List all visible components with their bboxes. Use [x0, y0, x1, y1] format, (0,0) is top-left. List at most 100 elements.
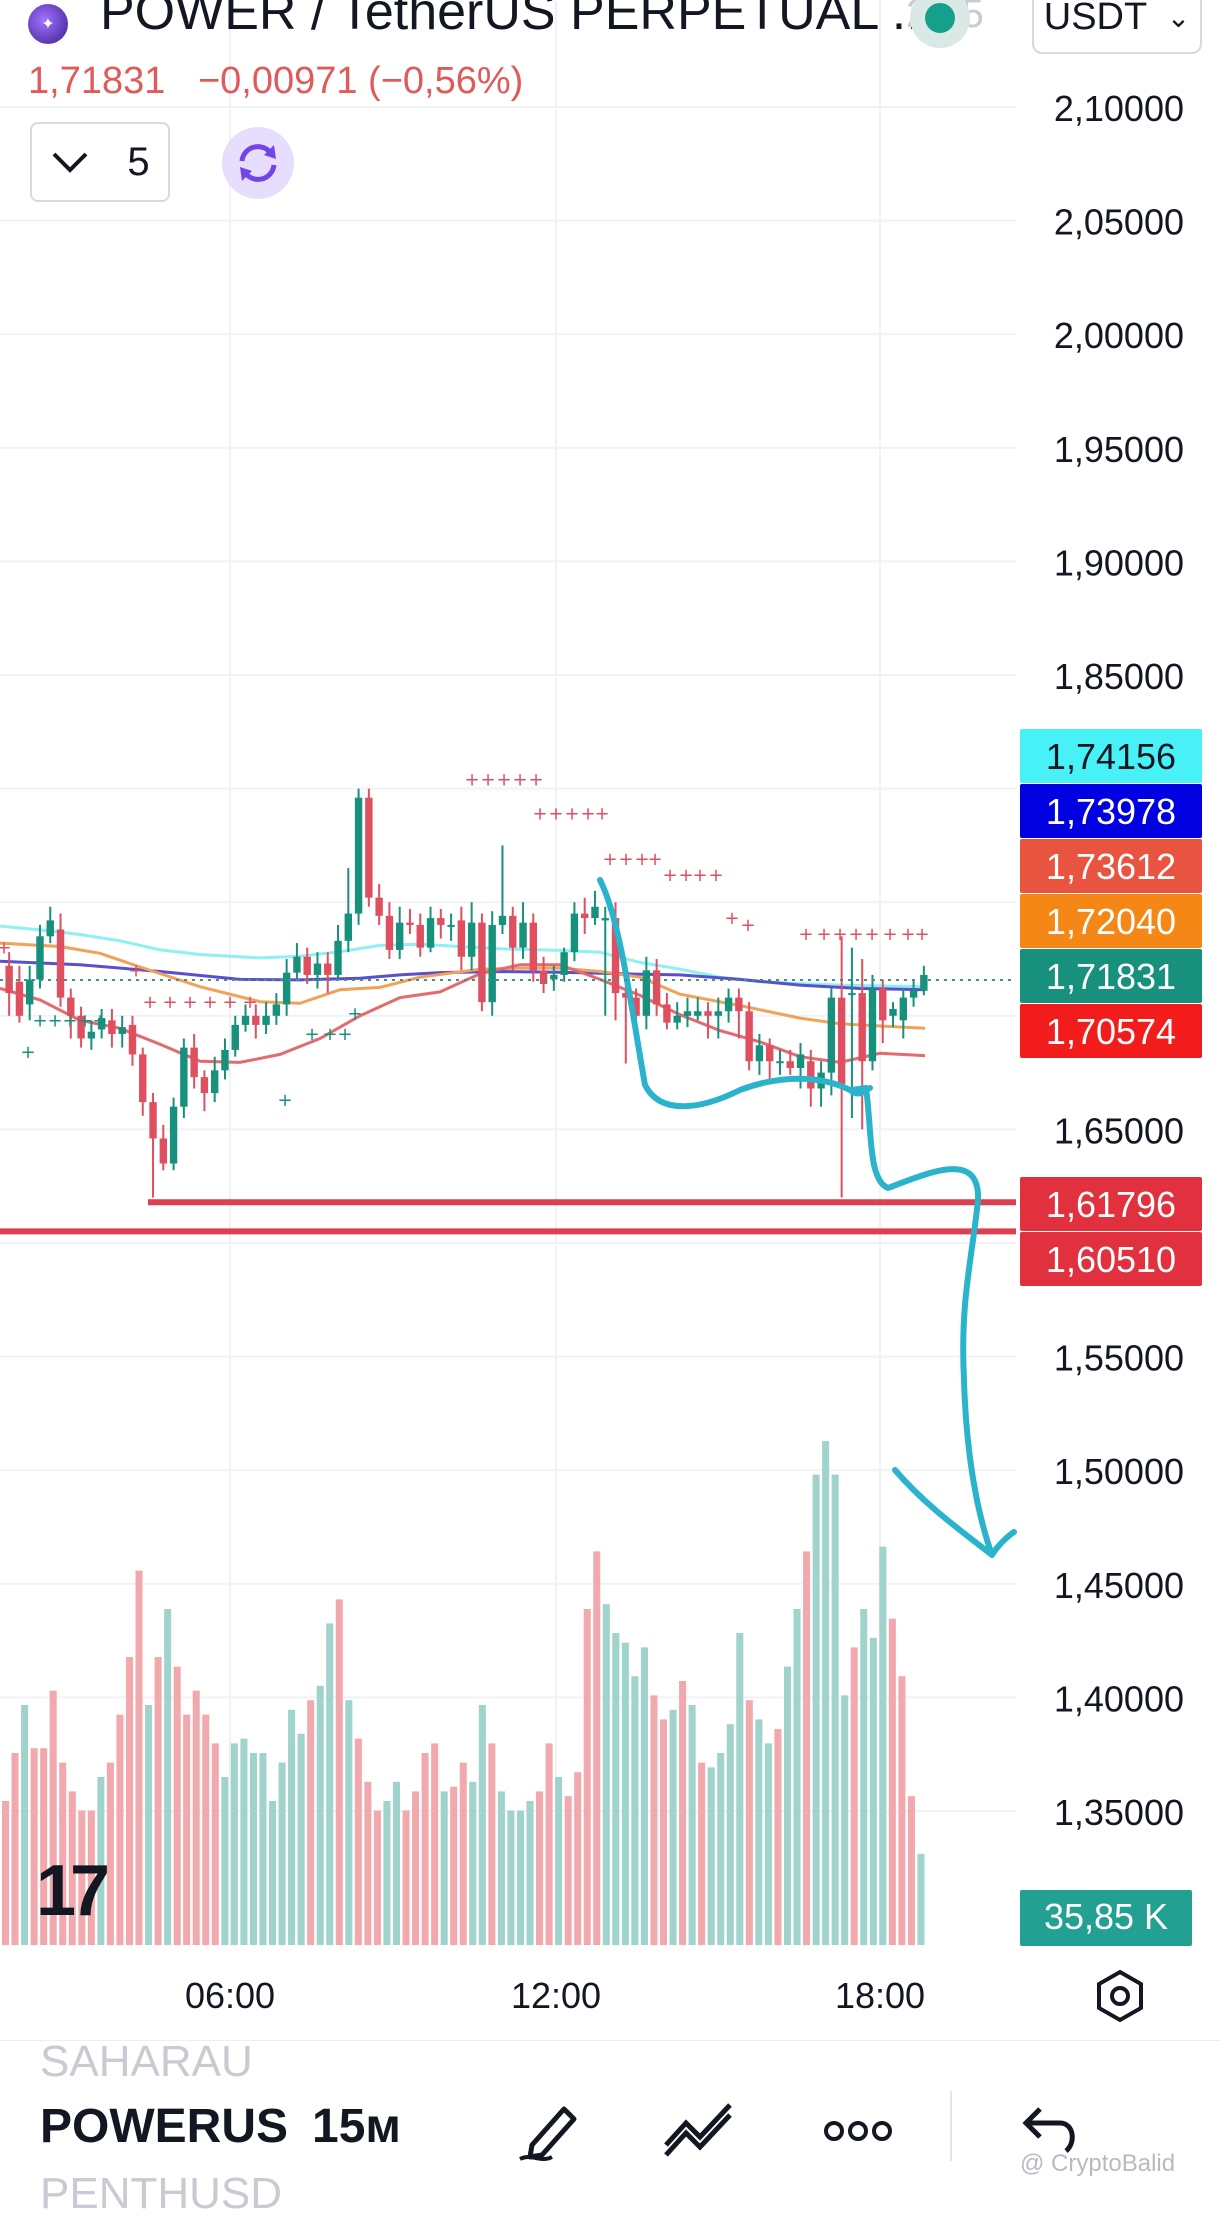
- trend-line-icon[interactable]: [660, 2093, 740, 2163]
- volume-bar: [841, 1695, 849, 1945]
- volume-bar: [2, 1801, 10, 1945]
- time-axis[interactable]: 06:00 12:00 18:00: [185, 1975, 925, 2016]
- candle-body: [580, 913, 589, 919]
- volume-bar: [392, 1781, 401, 1945]
- candle-body: [601, 918, 609, 921]
- timeframe-button[interactable]: 15м: [312, 2100, 401, 2153]
- candle-body: [149, 1102, 157, 1139]
- volume-bar: [860, 1609, 868, 1945]
- sar-dot: +: [662, 865, 677, 886]
- volume-bar: [192, 1690, 200, 1945]
- sar-dot: +: [92, 1010, 107, 1031]
- candle-body: [622, 993, 630, 998]
- sar-dot: +: [162, 992, 177, 1013]
- candle-body: [776, 1061, 784, 1064]
- volume-bar: [717, 1753, 725, 1945]
- sar-dot: +: [128, 960, 143, 981]
- candle-body: [139, 1054, 147, 1103]
- volume-bar: [278, 1762, 286, 1945]
- sar-dot: +: [708, 865, 723, 886]
- symbol-button[interactable]: POWERUS: [40, 2100, 289, 2153]
- candle-body: [889, 1008, 897, 1016]
- sar-dot: +: [496, 770, 511, 791]
- price-axis-tick: 2,10000: [1054, 88, 1184, 129]
- volume-bar: [555, 1777, 563, 1945]
- horizontal-levels: [0, 1199, 1016, 1235]
- volume-bar: [30, 1748, 38, 1945]
- volume-bar: [40, 1748, 48, 1945]
- candle-body: [395, 922, 404, 950]
- volume-bar: [888, 1618, 896, 1945]
- candle-body: [755, 1045, 764, 1062]
- sar-dot: +: [882, 924, 897, 945]
- volume-bar: [421, 1753, 429, 1945]
- price-axis[interactable]: 2,10000 2,05000 2,00000 1,95000 1,90000 1,850…: [1020, 88, 1202, 1946]
- candle-body: [416, 924, 424, 948]
- sar-dot: +: [647, 849, 662, 870]
- candle-body: [97, 1018, 106, 1030]
- indicator-count: 5: [127, 139, 150, 184]
- candle-body: [87, 1031, 96, 1039]
- volume-bar: [621, 1642, 629, 1945]
- chevron-down-icon: [53, 152, 88, 173]
- volume-bar: [307, 1700, 315, 1945]
- chevron-down-icon: ⌄: [1166, 1, 1191, 33]
- volume-bar: [831, 1474, 839, 1945]
- price-change: −0,00971 (−0,56%): [197, 60, 524, 102]
- candle-body: [385, 915, 394, 950]
- volume-bar: [755, 1719, 763, 1945]
- volume-bar: [497, 1791, 505, 1945]
- volume-bar: [602, 1604, 610, 1945]
- refresh-button[interactable]: [222, 127, 294, 199]
- symbol-title[interactable]: POWER / TetherUS PERPETUAL ...: [100, 0, 936, 41]
- candle-body: [303, 956, 311, 975]
- volume-bar: [507, 1810, 515, 1945]
- drawn-arrow-down[interactable]: [849, 1085, 1017, 1558]
- candle-body: [467, 922, 476, 957]
- more-options-icon[interactable]: [818, 2093, 898, 2163]
- candle-body: [77, 1015, 85, 1039]
- price-chart[interactable]: +++ + + + + +++ + + + +++ + +++ + + + ++ + + +++ + +++ ++ ++ + +…: [0, 0, 1220, 2040]
- candle-body: [190, 1047, 198, 1078]
- pencil-draw-icon[interactable]: [512, 2093, 592, 2163]
- volume-bar: [297, 1733, 305, 1945]
- currency-select[interactable]: USDT ⌄: [1032, 0, 1202, 54]
- candle-body: [899, 997, 908, 1021]
- price-axis-tick: 1,45000: [1054, 1565, 1184, 1606]
- price-label-value: 1,70574: [1046, 1011, 1176, 1052]
- price-label-value: 1,72040: [1046, 901, 1176, 942]
- volume-bar: [412, 1791, 420, 1945]
- sar-dot: +: [900, 924, 915, 945]
- volume-bar: [230, 1743, 238, 1945]
- indicator-collapse-button[interactable]: 5: [30, 122, 170, 202]
- price-label-value: 1,73612: [1046, 846, 1176, 887]
- settings-hexagon-icon[interactable]: [1092, 1968, 1148, 2024]
- currency-value: USDT: [1043, 0, 1148, 38]
- candle-body: [591, 906, 599, 919]
- sar-dot: +: [548, 804, 563, 825]
- volume-bar: [21, 1705, 29, 1945]
- volume-bar: [907, 1796, 915, 1945]
- candle-body: [837, 997, 846, 1084]
- volume-bar: [373, 1810, 381, 1945]
- candle-body: [529, 922, 538, 971]
- undo-icon[interactable]: [1008, 2093, 1088, 2163]
- sar-dot: +: [798, 924, 813, 945]
- price-axis-tick: 1,95000: [1054, 429, 1184, 470]
- sar-dot: +: [77, 1010, 92, 1031]
- time-axis-tick: 06:00: [185, 1975, 275, 2016]
- candle-body: [765, 1045, 774, 1062]
- candle-body: [241, 1015, 250, 1025]
- volume-bar: [106, 1762, 114, 1945]
- candle-body: [272, 1004, 281, 1016]
- candle-body: [36, 936, 44, 980]
- market-status-icon[interactable]: [910, 0, 970, 48]
- price-axis-tick: 1,50000: [1054, 1451, 1184, 1492]
- volume-bar: [803, 1551, 811, 1945]
- toolbar-divider: [950, 2091, 952, 2161]
- sar-dot: +: [0, 938, 12, 959]
- candle-body: [344, 913, 353, 941]
- candle-body: [375, 897, 383, 916]
- candle-body: [560, 952, 568, 975]
- candle-body: [169, 1106, 178, 1164]
